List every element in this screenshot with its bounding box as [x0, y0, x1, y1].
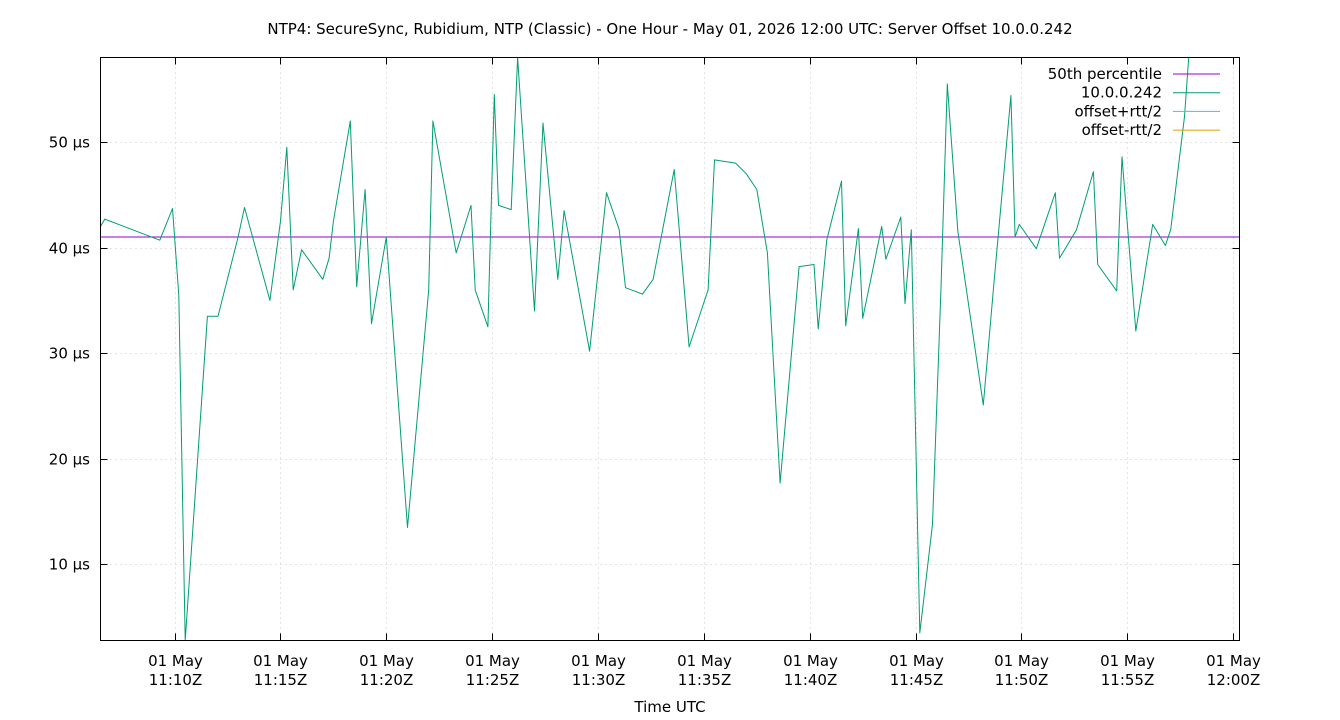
x-tick-label-date: 01 May [889, 652, 944, 670]
x-tick-label-date: 01 May [359, 652, 414, 670]
x-tick-label-date: 01 May [783, 652, 838, 670]
axis-ticks [100, 57, 1240, 641]
grid-lines [100, 57, 1240, 641]
x-tick-label-time: 11:20Z [360, 671, 414, 689]
x-tick-label-time: 11:40Z [784, 671, 838, 689]
x-axis-title: Time UTC [633, 698, 705, 716]
x-tick-label-time: 11:15Z [254, 671, 308, 689]
legend-label: 10.0.0.242 [1081, 84, 1162, 102]
x-tick-label-time: 11:55Z [1101, 671, 1155, 689]
y-tick-label: 10 µs [49, 556, 90, 574]
legend-label: offset+rtt/2 [1074, 102, 1162, 120]
x-tick-label-time: 12:00Z [1207, 671, 1261, 689]
plot-frame [100, 57, 1240, 641]
x-tick-label-time: 11:10Z [149, 671, 203, 689]
x-tick-label-time: 11:35Z [678, 671, 732, 689]
y-axis-labels: 10 µs 20 µs 30 µs 40 µs 50 µs [49, 134, 90, 574]
y-tick-label: 20 µs [49, 451, 90, 469]
data-series [100, 57, 1240, 641]
x-tick-label-date: 01 May [148, 652, 203, 670]
y-tick-label: 50 µs [49, 134, 90, 152]
legend: 50th percentile10.0.0.242offset+rtt/2off… [1048, 65, 1220, 139]
x-tick-label-date: 01 May [1100, 652, 1155, 670]
x-tick-label-time: 11:25Z [466, 671, 520, 689]
x-tick-label-date: 01 May [465, 652, 520, 670]
y-tick-label: 30 µs [49, 345, 90, 363]
legend-label: 50th percentile [1048, 65, 1162, 83]
offset-series-line [100, 57, 1240, 641]
legend-label: offset-rtt/2 [1082, 121, 1162, 139]
x-tick-label-date: 01 May [994, 652, 1049, 670]
chart-title: NTP4: SecureSync, Rubidium, NTP (Classic… [267, 20, 1072, 38]
x-tick-label-date: 01 May [677, 652, 732, 670]
x-tick-label-date: 01 May [571, 652, 626, 670]
x-tick-label-time: 11:45Z [890, 671, 944, 689]
x-tick-label-time: 11:50Z [995, 671, 1049, 689]
x-tick-label-time: 11:30Z [572, 671, 626, 689]
y-tick-label: 40 µs [49, 240, 90, 258]
x-tick-label-date: 01 May [1206, 652, 1261, 670]
x-tick-label-date: 01 May [253, 652, 308, 670]
